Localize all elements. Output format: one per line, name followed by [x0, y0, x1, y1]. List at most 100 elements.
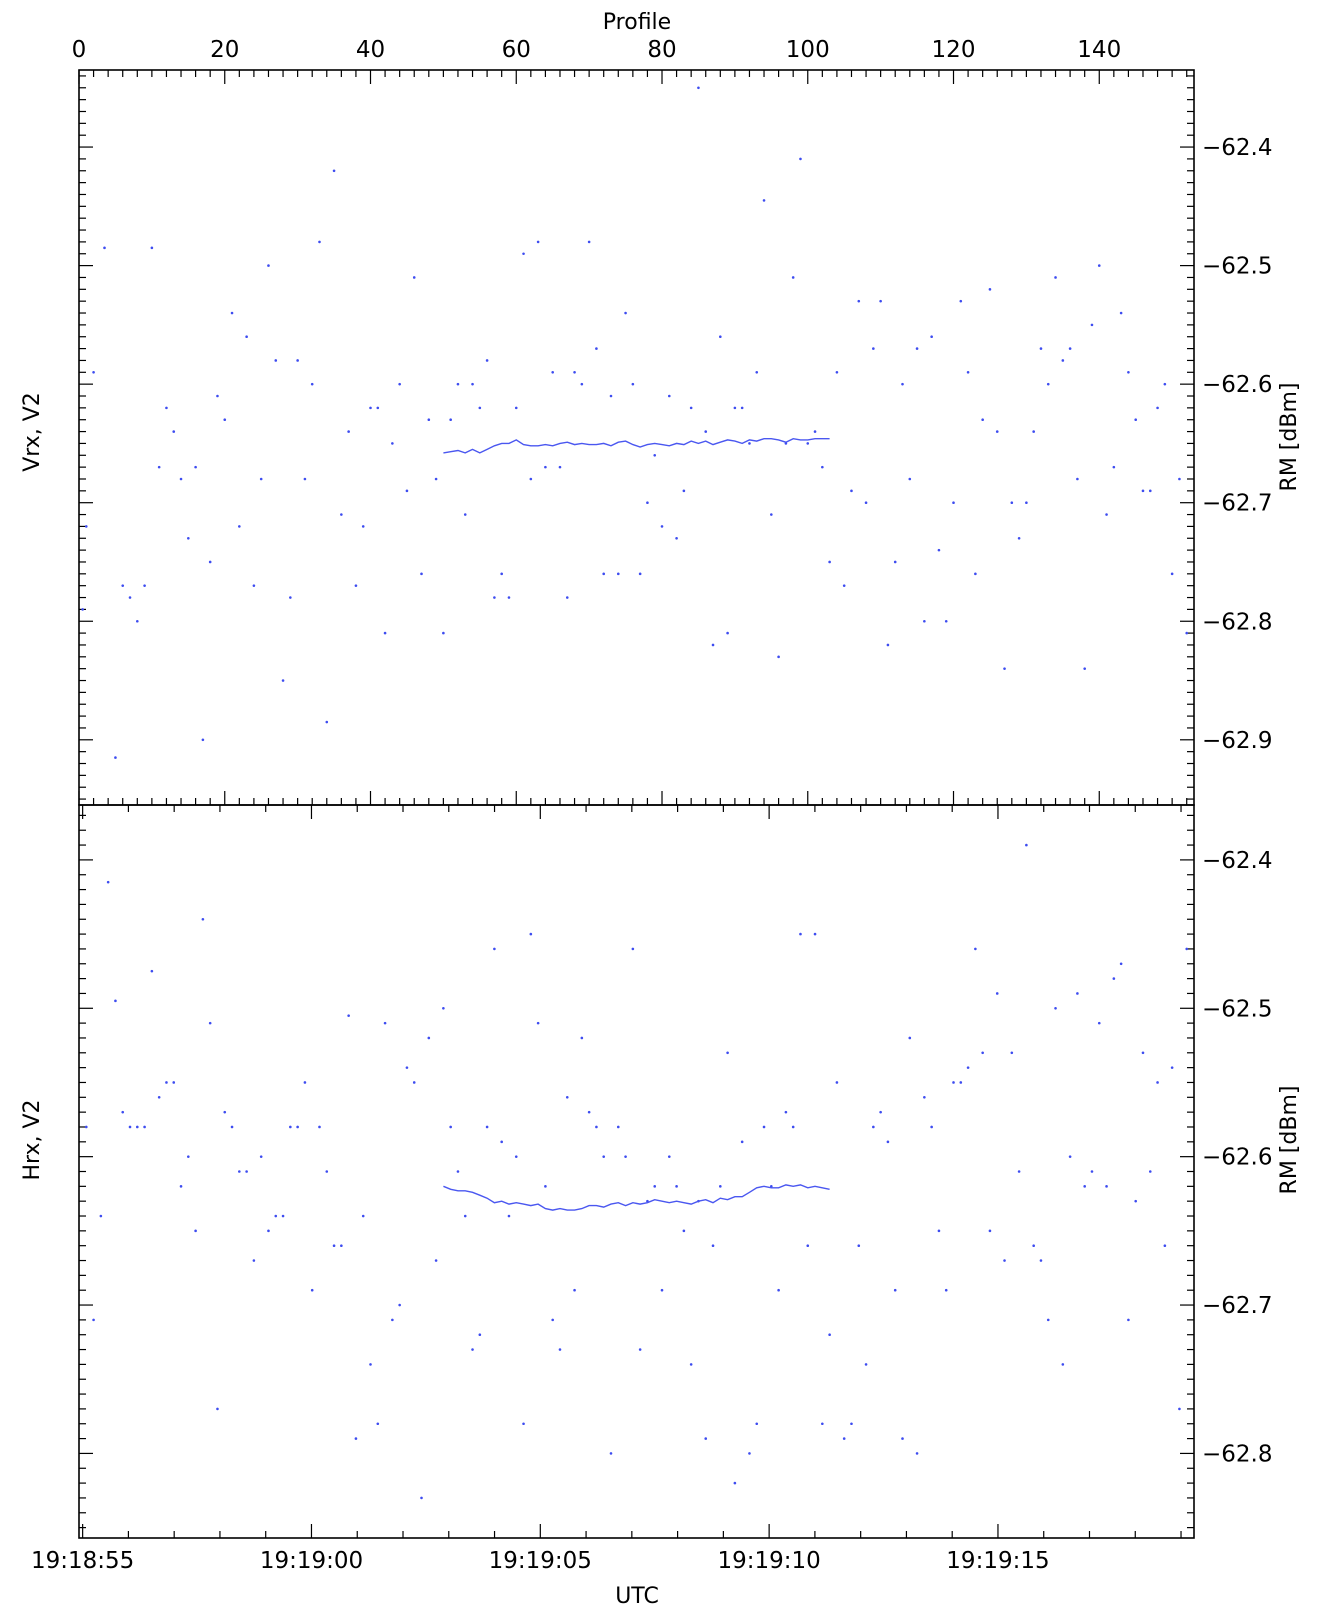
- data-point: [114, 756, 117, 759]
- data-point: [442, 631, 445, 635]
- data-point: [267, 1229, 270, 1233]
- time-tick-label: 19:19:00: [260, 1548, 363, 1574]
- data-point: [1076, 477, 1079, 481]
- data-point: [544, 465, 547, 469]
- data-point: [267, 264, 270, 267]
- data-point: [1170, 572, 1174, 576]
- data-point: [1148, 1170, 1152, 1173]
- data-point: [1083, 667, 1086, 670]
- data-point: [536, 240, 540, 244]
- data-point: [1061, 1363, 1065, 1366]
- data-point: [216, 1407, 219, 1411]
- data-point: [689, 1363, 693, 1366]
- data-point: [784, 442, 788, 445]
- data-point: [602, 1155, 606, 1158]
- data-point: [478, 406, 482, 410]
- data-point: [1010, 501, 1014, 505]
- top-panel-left-ylabel: Vrx, V2: [20, 392, 45, 472]
- data-point: [704, 430, 708, 433]
- y-tick-label: −62.6: [1202, 1145, 1272, 1171]
- data-point: [121, 1110, 125, 1114]
- data-point: [172, 430, 176, 433]
- data-point: [1003, 667, 1006, 670]
- mean-line: [443, 1184, 830, 1211]
- data-point: [1025, 843, 1028, 847]
- y-tick-label: −62.5: [1202, 254, 1272, 280]
- data-point: [296, 1125, 299, 1129]
- data-point: [128, 596, 132, 599]
- data-point: [449, 1125, 452, 1129]
- data-point: [726, 1051, 729, 1055]
- data-point: [361, 1214, 365, 1218]
- data-point: [923, 619, 926, 623]
- data-point: [259, 1155, 263, 1158]
- data-point: [471, 382, 474, 386]
- data-point: [587, 1110, 591, 1114]
- data-point: [259, 477, 263, 481]
- data-point: [165, 1081, 168, 1084]
- data-point: [187, 1155, 190, 1158]
- data-point: [660, 525, 664, 528]
- data-point: [748, 1452, 751, 1455]
- data-point: [1105, 513, 1108, 516]
- data-point: [573, 370, 576, 374]
- data-point: [981, 418, 984, 422]
- data-point: [1105, 1185, 1108, 1188]
- data-point: [463, 1214, 467, 1218]
- data-point: [522, 1422, 525, 1426]
- data-point: [544, 1185, 547, 1188]
- data-point: [361, 525, 365, 528]
- data-point: [1039, 1259, 1043, 1262]
- data-point: [325, 1170, 329, 1173]
- data-point: [92, 1318, 95, 1322]
- time-tick-label: 19:19:05: [489, 1548, 592, 1574]
- data-point: [157, 1096, 161, 1099]
- data-point: [201, 738, 205, 742]
- data-point: [412, 1081, 416, 1084]
- data-point: [791, 276, 795, 279]
- data-point: [638, 1348, 642, 1351]
- data-point: [667, 1155, 671, 1158]
- data-point: [1054, 276, 1057, 279]
- data-point: [434, 477, 438, 481]
- data-point: [646, 501, 649, 505]
- data-point: [223, 418, 227, 422]
- data-point: [463, 513, 467, 516]
- data-point: [354, 584, 358, 587]
- data-point: [376, 1422, 380, 1426]
- data-point: [398, 1303, 401, 1307]
- data-point: [937, 1229, 941, 1233]
- data-point: [1156, 406, 1159, 410]
- data-point: [1046, 1318, 1050, 1322]
- data-point: [719, 335, 722, 339]
- data-point: [966, 370, 970, 374]
- data-point: [274, 359, 278, 362]
- data-point: [303, 477, 307, 481]
- data-point: [1185, 631, 1189, 635]
- data-point: [1141, 1051, 1145, 1055]
- bottom-panel-left-ylabel: Hrx, V2: [20, 1099, 45, 1180]
- data-point: [216, 394, 219, 398]
- data-point: [726, 631, 729, 635]
- data-point: [398, 382, 401, 386]
- data-point: [478, 1333, 482, 1337]
- data-point: [332, 1244, 336, 1247]
- data-point: [704, 1437, 708, 1440]
- data-point: [711, 1244, 715, 1247]
- data-point: [369, 406, 372, 410]
- data-point: [1185, 947, 1189, 951]
- data-point: [915, 347, 919, 350]
- data-point: [821, 465, 824, 469]
- data-point: [274, 1214, 278, 1218]
- y-tick-label: −62.5: [1202, 996, 1272, 1022]
- data-point: [310, 1288, 314, 1292]
- data-point: [281, 1214, 285, 1218]
- data-point: [529, 932, 533, 936]
- data-point: [340, 1244, 343, 1247]
- data-point: [850, 489, 853, 493]
- data-point: [580, 382, 584, 386]
- data-point: [1046, 382, 1050, 386]
- data-point: [755, 370, 759, 374]
- data-point: [347, 1014, 350, 1018]
